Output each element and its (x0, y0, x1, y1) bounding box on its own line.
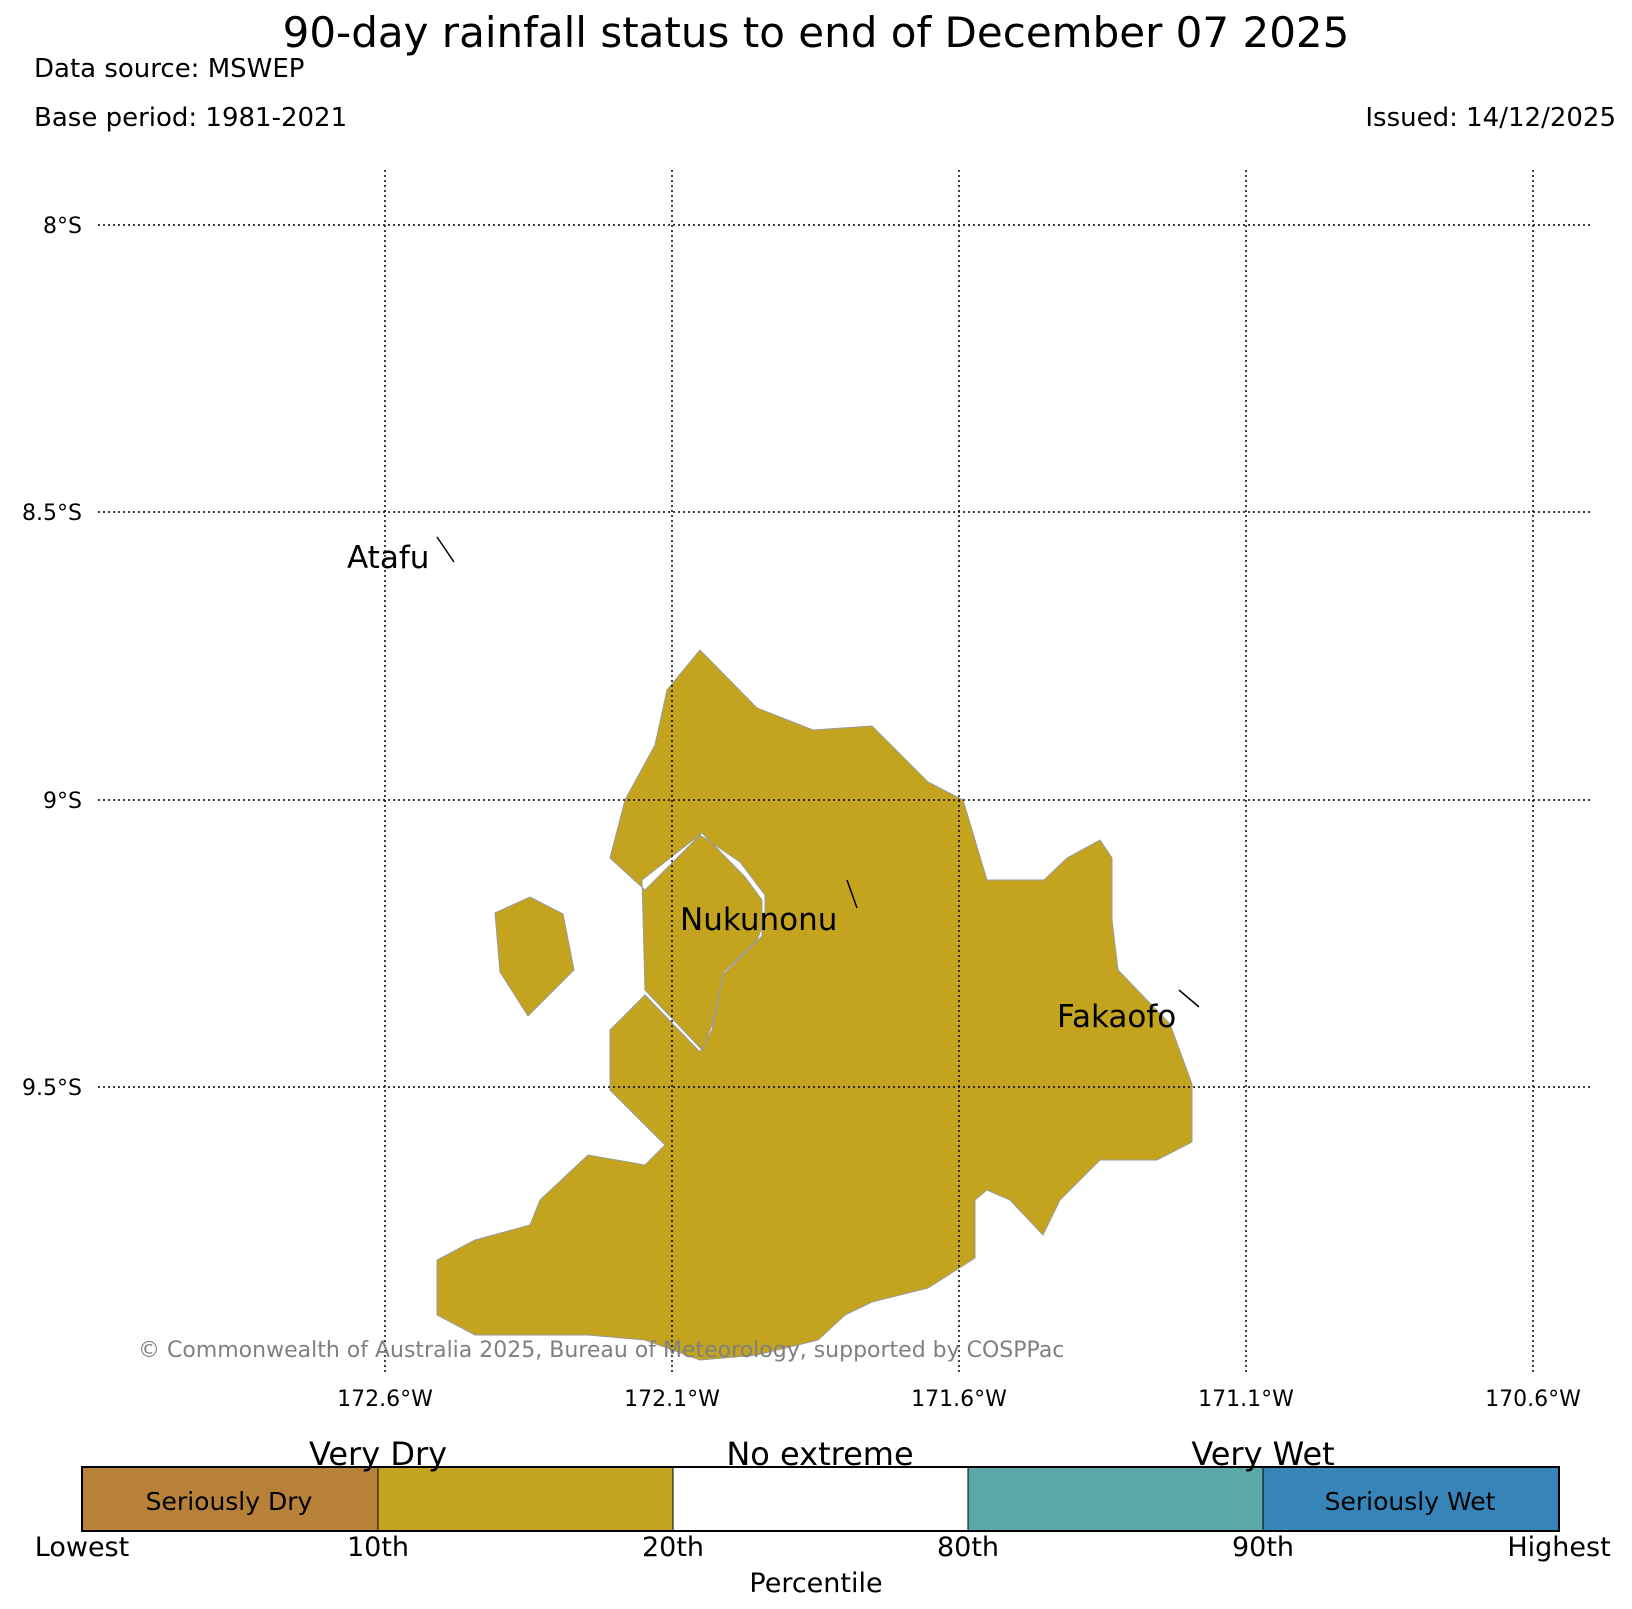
lat-label: 9°S (43, 789, 82, 814)
very-dry-region (436, 649, 1193, 1361)
legend-tick-10th: 10th (346, 1532, 410, 1563)
legend-tick-90th: 90th (1231, 1532, 1295, 1563)
atafu-leader-line (436, 536, 455, 563)
lon-label: 172.1°W (624, 1387, 720, 1412)
lon-label: 171.6°W (911, 1387, 1007, 1412)
legend-colorbar (81, 1466, 1560, 1532)
lat-label: 9.5°S (22, 1076, 82, 1101)
legend-label-seriously-dry: Seriously Dry (145, 1487, 313, 1516)
very-dry-region-west (494, 896, 575, 1017)
legend-very-wet-swatch (967, 1466, 1264, 1532)
lon-label: 171.1°W (1198, 1387, 1294, 1412)
legend-very-dry-swatch (377, 1466, 674, 1532)
issued-date-text: Issued: 14/12/2025 (1365, 103, 1616, 133)
fakaofo-leader-line (1178, 989, 1200, 1008)
map-title: 90-day rainfall status to end of Decembe… (282, 8, 1350, 57)
legend-label-seriously-wet: Seriously Wet (1324, 1487, 1496, 1516)
legend-tick-20th: 20th (641, 1532, 705, 1563)
legend-seriously-dry-swatch (81, 1466, 379, 1532)
lat-label: 8.5°S (22, 501, 82, 526)
place-label-atafu: Atafu (347, 540, 429, 576)
legend-no-extreme-swatch (672, 1466, 969, 1532)
copyright-text: © Commonwealth of Australia 2025, Bureau… (138, 1338, 1064, 1363)
legend-axis-label: Percentile (749, 1568, 883, 1599)
place-label-nukunonu: Nukunonu (680, 902, 837, 938)
lat-label: 8°S (43, 214, 82, 239)
data-source-text: Data source: MSWEP (34, 54, 305, 84)
lon-label: 170.6°W (1485, 1387, 1581, 1412)
legend-label-very-dry: Very Dry (308, 1435, 448, 1473)
place-label-fakaofo: Fakaofo (1057, 999, 1176, 1035)
nukunonu-leader-line (846, 879, 858, 909)
legend-tick-lowest: Lowest (34, 1532, 130, 1563)
legend-label-very-wet: Very Wet (1191, 1435, 1335, 1473)
legend-tick-80th: 80th (936, 1532, 1000, 1563)
legend-label-no-extreme: No extreme (726, 1435, 914, 1473)
lon-label: 172.6°W (337, 1387, 433, 1412)
legend-tick-highest: Highest (1507, 1532, 1611, 1563)
legend-seriously-wet-swatch (1262, 1466, 1560, 1532)
base-period-text: Base period: 1981-2021 (34, 103, 348, 133)
